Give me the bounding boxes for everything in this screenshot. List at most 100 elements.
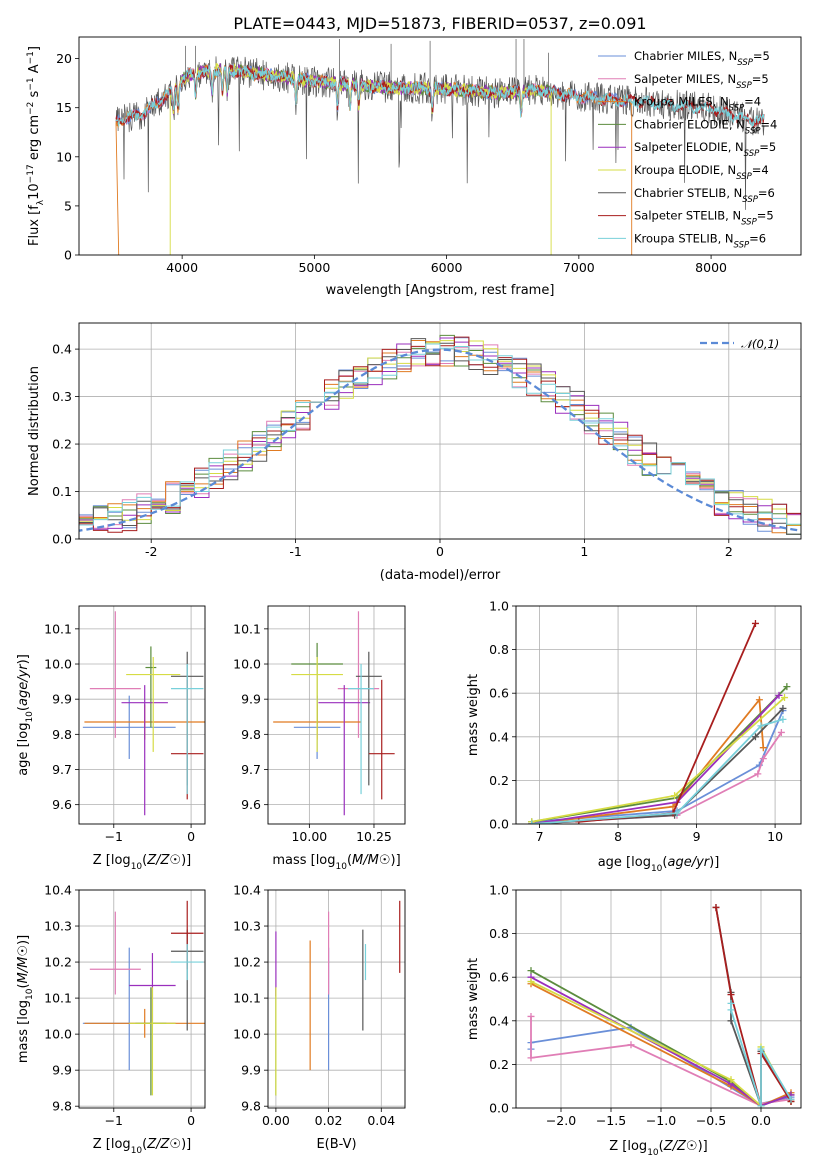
legend-sub: SSP bbox=[744, 149, 760, 159]
label-part: )] bbox=[698, 1139, 708, 1154]
label-part: age/yr bbox=[667, 855, 710, 870]
normal-reference-curve bbox=[79, 348, 801, 532]
x-tick-label: −2.0 bbox=[546, 1113, 576, 1128]
residuals-frame bbox=[78, 322, 802, 540]
weight_vs_age-line-salpeter-elodie bbox=[531, 694, 780, 824]
x-tick-label: 1 bbox=[580, 544, 588, 559]
y-tick-label: 9.9 bbox=[52, 1063, 72, 1078]
spectrum-xlabel: wavelength [Angstrom, rest frame] bbox=[326, 283, 555, 298]
spectrum-series-kroupa-stelib bbox=[115, 64, 765, 127]
legend-entry: Chabrier STELIB, NSSP=6 bbox=[634, 186, 775, 205]
age_vs_mass-xlabel: mass [log10(M/M☉)] bbox=[272, 853, 400, 872]
legend-sub: SSP bbox=[736, 172, 752, 182]
y-tick-label: 0.8 bbox=[489, 642, 509, 657]
residuals-ylabel: Normed distribution bbox=[27, 366, 42, 496]
legend-entry: Salpeter ELODIE, NSSP=5 bbox=[634, 140, 776, 159]
label-part: A bbox=[27, 64, 42, 77]
weight_vs_Z-line-salpeter-stelib bbox=[715, 907, 792, 1107]
weight_vs_Z-marker-kroupa-stelib bbox=[787, 1095, 795, 1103]
y-tick-label: 10.3 bbox=[44, 919, 72, 934]
residuals-legend: 𝒩(0,1) bbox=[700, 337, 779, 351]
label-part: 10 bbox=[27, 183, 42, 200]
label-part: Z/Z☉ bbox=[146, 853, 181, 868]
weight_vs_age-marker-kroupa-elodie bbox=[781, 694, 789, 702]
x-tick-label: 8 bbox=[614, 829, 622, 844]
label-part: Z/Z☉ bbox=[663, 1139, 698, 1154]
label-part: M/M☉ bbox=[352, 853, 390, 868]
legend-sub: SSP bbox=[729, 104, 745, 114]
label-part: ( bbox=[142, 1137, 147, 1152]
x-tick-label: 2 bbox=[725, 544, 733, 559]
x-tick-label: 10.00 bbox=[291, 829, 327, 844]
label-part: age [log bbox=[598, 855, 651, 870]
weight_vs_Z-marker-salpeter-stelib bbox=[727, 991, 735, 999]
y-tick-label: 10.3 bbox=[233, 919, 261, 934]
legend-text: Kroupa MILES, N bbox=[634, 95, 729, 109]
y-tick-label: 9.6 bbox=[241, 797, 261, 812]
y-tick-label: 0.6 bbox=[489, 686, 509, 701]
residuals-hist-salpeter-stelib bbox=[79, 336, 801, 533]
y-tick-label: 9.9 bbox=[241, 692, 261, 707]
label-part: ( bbox=[347, 853, 352, 868]
legend-text: Chabrier STELIB, N bbox=[634, 186, 742, 200]
y-tick-label: 10.0 bbox=[44, 657, 72, 672]
weight_vs_age-marker-chabrier-elodie bbox=[783, 683, 791, 691]
y-tick-label: 9.8 bbox=[52, 1099, 72, 1114]
x-tick-label: 0 bbox=[187, 1113, 195, 1128]
legend-count: =5 bbox=[757, 209, 774, 223]
label-part: −1 bbox=[26, 77, 36, 90]
weight_vs_age-marker-kroupa-miles bbox=[759, 744, 767, 752]
label-part: ( bbox=[662, 855, 667, 870]
weight_vs_age-line-chabrier-stelib bbox=[531, 707, 784, 824]
weight_vs_Z-marker-kroupa-elodie bbox=[727, 1076, 735, 1084]
age_vs_Z-xlabel: Z [log10(Z/Z☉)] bbox=[93, 853, 191, 872]
weight_vs_Z-xlabel: Z [log10(Z/Z☉)] bbox=[609, 1139, 707, 1158]
label-part: λ bbox=[36, 199, 46, 205]
residuals-hist-chabrier-miles bbox=[79, 337, 801, 535]
y-tick-label: 9.7 bbox=[52, 762, 72, 777]
label-part: 10 bbox=[647, 1148, 659, 1158]
weight_vs_Z-marker-kroupa-stelib bbox=[757, 1045, 765, 1053]
weight_vs_age-marker-chabrier-stelib bbox=[751, 733, 759, 741]
age_vs_Z-ylabel: age [log10(age/yr)] bbox=[16, 654, 35, 776]
label-part: 10 bbox=[25, 988, 35, 1000]
mass_vs_EBV-xlabel: E(B-V) bbox=[316, 1137, 356, 1152]
label-part: age/yr bbox=[16, 663, 31, 706]
y-tick-label: 1.0 bbox=[489, 883, 509, 898]
weight_vs_age-marker-salpeter-miles bbox=[759, 755, 767, 763]
y-tick-label: 9.9 bbox=[52, 692, 72, 707]
weight_vs_age-marker-kroupa-elodie bbox=[671, 792, 679, 800]
y-tick-label: 10.1 bbox=[233, 621, 261, 636]
label-part: ( bbox=[659, 1139, 664, 1154]
weight_vs_Z-marker-kroupa-stelib bbox=[727, 999, 735, 1007]
legend-count: =5 bbox=[753, 49, 770, 63]
legend-text: Salpeter MILES, N bbox=[634, 72, 736, 86]
y-tick-label: 10 bbox=[56, 149, 72, 164]
weight_vs_age-marker-kroupa-stelib bbox=[779, 715, 787, 723]
y-tick-label: 0.2 bbox=[52, 437, 72, 452]
weight_vs_age-line-chabrier-miles bbox=[531, 710, 784, 823]
y-tick-label: 5 bbox=[64, 198, 72, 213]
y-tick-label: 0.2 bbox=[489, 1057, 509, 1072]
x-tick-label: -1 bbox=[289, 544, 301, 559]
x-tick-label: 4000 bbox=[166, 260, 198, 275]
legend-sub: SSP bbox=[742, 195, 758, 205]
label-part: mass [log bbox=[16, 1000, 31, 1063]
legend-entry: Kroupa STELIB, NSSP=6 bbox=[634, 231, 766, 250]
x-tick-label: 9 bbox=[693, 829, 701, 844]
legend-text: Salpeter ELODIE, N bbox=[634, 140, 744, 154]
y-tick-label: 0.6 bbox=[489, 970, 509, 985]
label-part: )] bbox=[181, 853, 191, 868]
mass_vs_EBV-frame bbox=[267, 889, 406, 1109]
spectrum-plot-area bbox=[115, 38, 765, 255]
weight_vs_Z-marker-chabrier-stelib bbox=[727, 1017, 735, 1025]
weight_vs_Z-marker-kroupa-stelib bbox=[727, 1006, 735, 1014]
legend-entry: Chabrier MILES, NSSP=5 bbox=[634, 49, 770, 68]
residuals-hist-kroupa-elodie bbox=[79, 340, 801, 533]
legend-entry: Kroupa ELODIE, NSSP=4 bbox=[634, 163, 769, 182]
spectrum-legend: Chabrier MILES, NSSP=5 Salpeter MILES, N S… bbox=[598, 49, 777, 250]
x-tick-label: 7 bbox=[536, 829, 544, 844]
legend-count: =6 bbox=[758, 186, 775, 200]
